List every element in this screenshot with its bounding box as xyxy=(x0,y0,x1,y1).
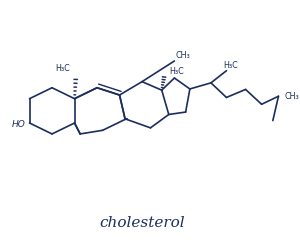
Text: cholesterol: cholesterol xyxy=(99,216,185,230)
Text: CH₃: CH₃ xyxy=(175,51,190,60)
Text: HO: HO xyxy=(11,120,25,129)
Text: H₃C: H₃C xyxy=(56,64,70,73)
Text: H₃C: H₃C xyxy=(223,61,238,70)
Text: CH₃: CH₃ xyxy=(284,92,299,101)
Text: H₃C: H₃C xyxy=(169,67,184,76)
